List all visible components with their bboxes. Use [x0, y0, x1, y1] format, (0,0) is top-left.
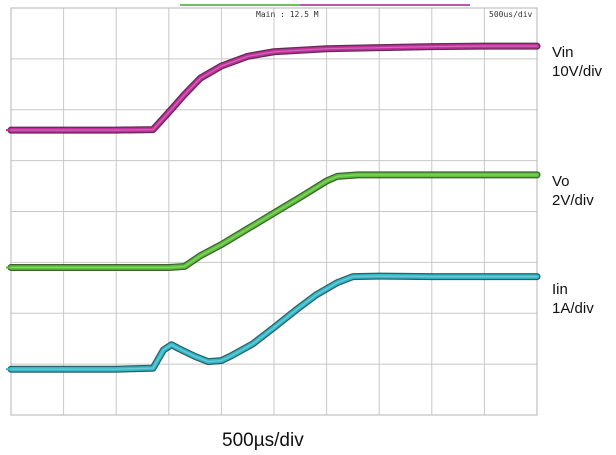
plot-frame [10, 7, 538, 416]
iin-name: Iin [552, 281, 568, 298]
main-readout-text: Main : 12.5 M [256, 10, 319, 19]
vin-name: Vin [552, 44, 573, 61]
vo-trace-highlight [10, 174, 538, 269]
vin-trace [8, 43, 540, 133]
iin-trace-highlight [10, 275, 538, 370]
vo-name: Vo [552, 173, 570, 190]
vin-scale: 10V/div [552, 63, 603, 80]
iin-trace [8, 273, 540, 372]
vin-trace-highlight [10, 45, 538, 131]
waveform-traces [6, 42, 541, 373]
iin-scale: 1A/div [552, 300, 594, 317]
vo-scale: 2V/div [552, 192, 594, 209]
vo-trace [8, 172, 540, 270]
bottom-timebase-label: 500µs/div [222, 430, 304, 451]
top-timebase-text: 500us/div [489, 10, 533, 19]
